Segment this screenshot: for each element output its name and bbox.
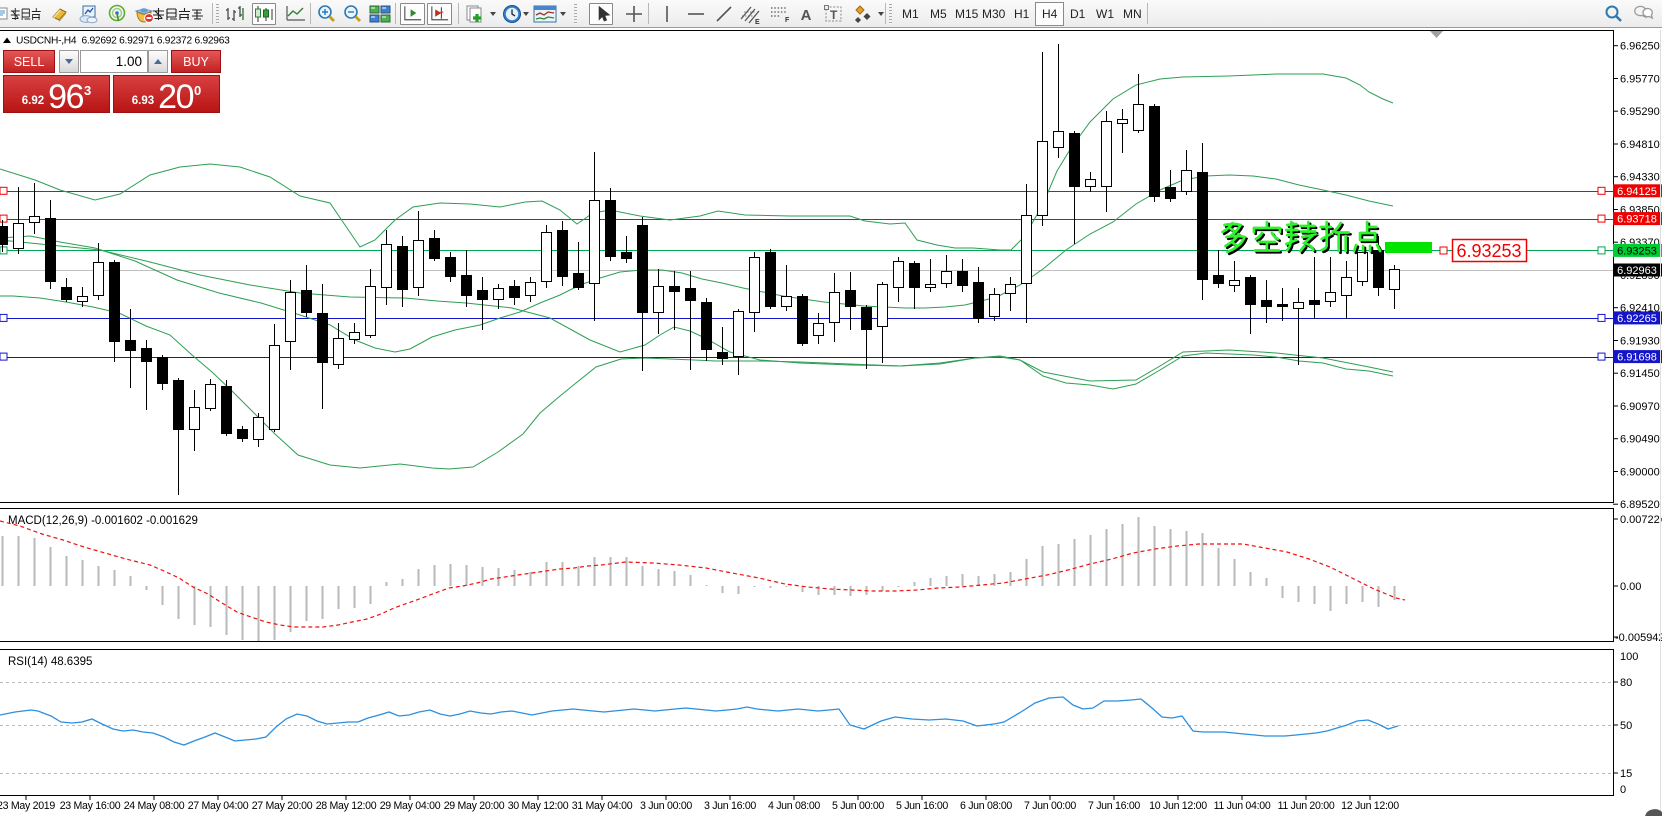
svg-text:7 Jun 16:00: 7 Jun 16:00 <box>1088 800 1140 812</box>
svg-text:6.91698: 6.91698 <box>1617 352 1657 364</box>
svg-text:F: F <box>785 17 790 24</box>
svg-text:6.92265: 6.92265 <box>1617 313 1657 325</box>
svg-text:6.95290: 6.95290 <box>1620 106 1660 118</box>
svg-text:6.89520: 6.89520 <box>1620 499 1660 511</box>
svg-text:0.00: 0.00 <box>1620 581 1641 593</box>
svg-text:7 Jun 00:00: 7 Jun 00:00 <box>1024 800 1076 812</box>
svg-text:T: T <box>830 8 838 22</box>
svg-text:6.94330: 6.94330 <box>1620 172 1660 184</box>
svg-text:6.96250: 6.96250 <box>1620 41 1660 53</box>
svg-text:6.90970: 6.90970 <box>1620 401 1660 413</box>
svg-text:MACD(12,26,9) -0.001602 -0.001: MACD(12,26,9) -0.001602 -0.001629 <box>8 515 198 527</box>
svg-text:29 May 04:00: 29 May 04:00 <box>380 800 441 812</box>
svg-text:6.93253: 6.93253 <box>1456 241 1521 261</box>
svg-text:6.91930: 6.91930 <box>1620 336 1660 348</box>
svg-text:27 May 20:00: 27 May 20:00 <box>252 800 313 812</box>
svg-text:0: 0 <box>1620 784 1626 796</box>
svg-text:31 May 04:00: 31 May 04:00 <box>572 800 633 812</box>
svg-text:6.95770: 6.95770 <box>1620 74 1660 86</box>
svg-text:3 Jun 16:00: 3 Jun 16:00 <box>704 800 756 812</box>
svg-text:11 Jun 20:00: 11 Jun 20:00 <box>1278 800 1335 812</box>
svg-text:11 Jun 04:00: 11 Jun 04:00 <box>1214 800 1271 812</box>
svg-text:6.90490: 6.90490 <box>1620 434 1660 446</box>
svg-text:6.93718: 6.93718 <box>1617 214 1657 226</box>
svg-text:6 Jun 08:00: 6 Jun 08:00 <box>960 800 1012 812</box>
svg-text:29 May 20:00: 29 May 20:00 <box>444 800 505 812</box>
svg-text:E: E <box>755 19 760 25</box>
svg-text:10 Jun 12:00: 10 Jun 12:00 <box>1149 800 1207 812</box>
svg-text:50: 50 <box>1620 720 1632 732</box>
svg-text:6.94810: 6.94810 <box>1620 139 1660 151</box>
svg-text:80: 80 <box>1620 677 1632 689</box>
svg-text:5 Jun 16:00: 5 Jun 16:00 <box>896 800 948 812</box>
svg-text:RSI(14) 48.6395: RSI(14) 48.6395 <box>8 656 92 668</box>
svg-text:4 Jun 08:00: 4 Jun 08:00 <box>768 800 820 812</box>
svg-text:5 Jun 00:00: 5 Jun 00:00 <box>832 800 884 812</box>
svg-text:100: 100 <box>1620 651 1638 663</box>
svg-text:15: 15 <box>1620 768 1632 780</box>
svg-text:-0.005942: -0.005942 <box>1615 632 1662 644</box>
svg-text:27 May 04:00: 27 May 04:00 <box>188 800 249 812</box>
svg-text:24 May 08:00: 24 May 08:00 <box>124 800 185 812</box>
svg-text:0.007224: 0.007224 <box>1620 514 1662 526</box>
svg-text:23 May 2019: 23 May 2019 <box>0 800 55 812</box>
svg-text:6.92963: 6.92963 <box>1617 265 1657 277</box>
svg-text:6.90000: 6.90000 <box>1620 467 1660 479</box>
svg-text:6.94125: 6.94125 <box>1617 186 1657 198</box>
svg-text:12 Jun 12:00: 12 Jun 12:00 <box>1341 800 1399 812</box>
svg-text:30 May 12:00: 30 May 12:00 <box>508 800 569 812</box>
svg-text:23 May 16:00: 23 May 16:00 <box>60 800 121 812</box>
svg-text:USDCNH-,H4 6.92692 6.92971 6.: USDCNH-,H4 6.92692 6.92971 6.92372 6.929… <box>16 36 230 47</box>
svg-text:6.91450: 6.91450 <box>1620 368 1660 380</box>
svg-text:3 Jun 00:00: 3 Jun 00:00 <box>640 800 692 812</box>
svg-text:6.93253: 6.93253 <box>1617 245 1657 257</box>
svg-text:28 May 12:00: 28 May 12:00 <box>316 800 377 812</box>
